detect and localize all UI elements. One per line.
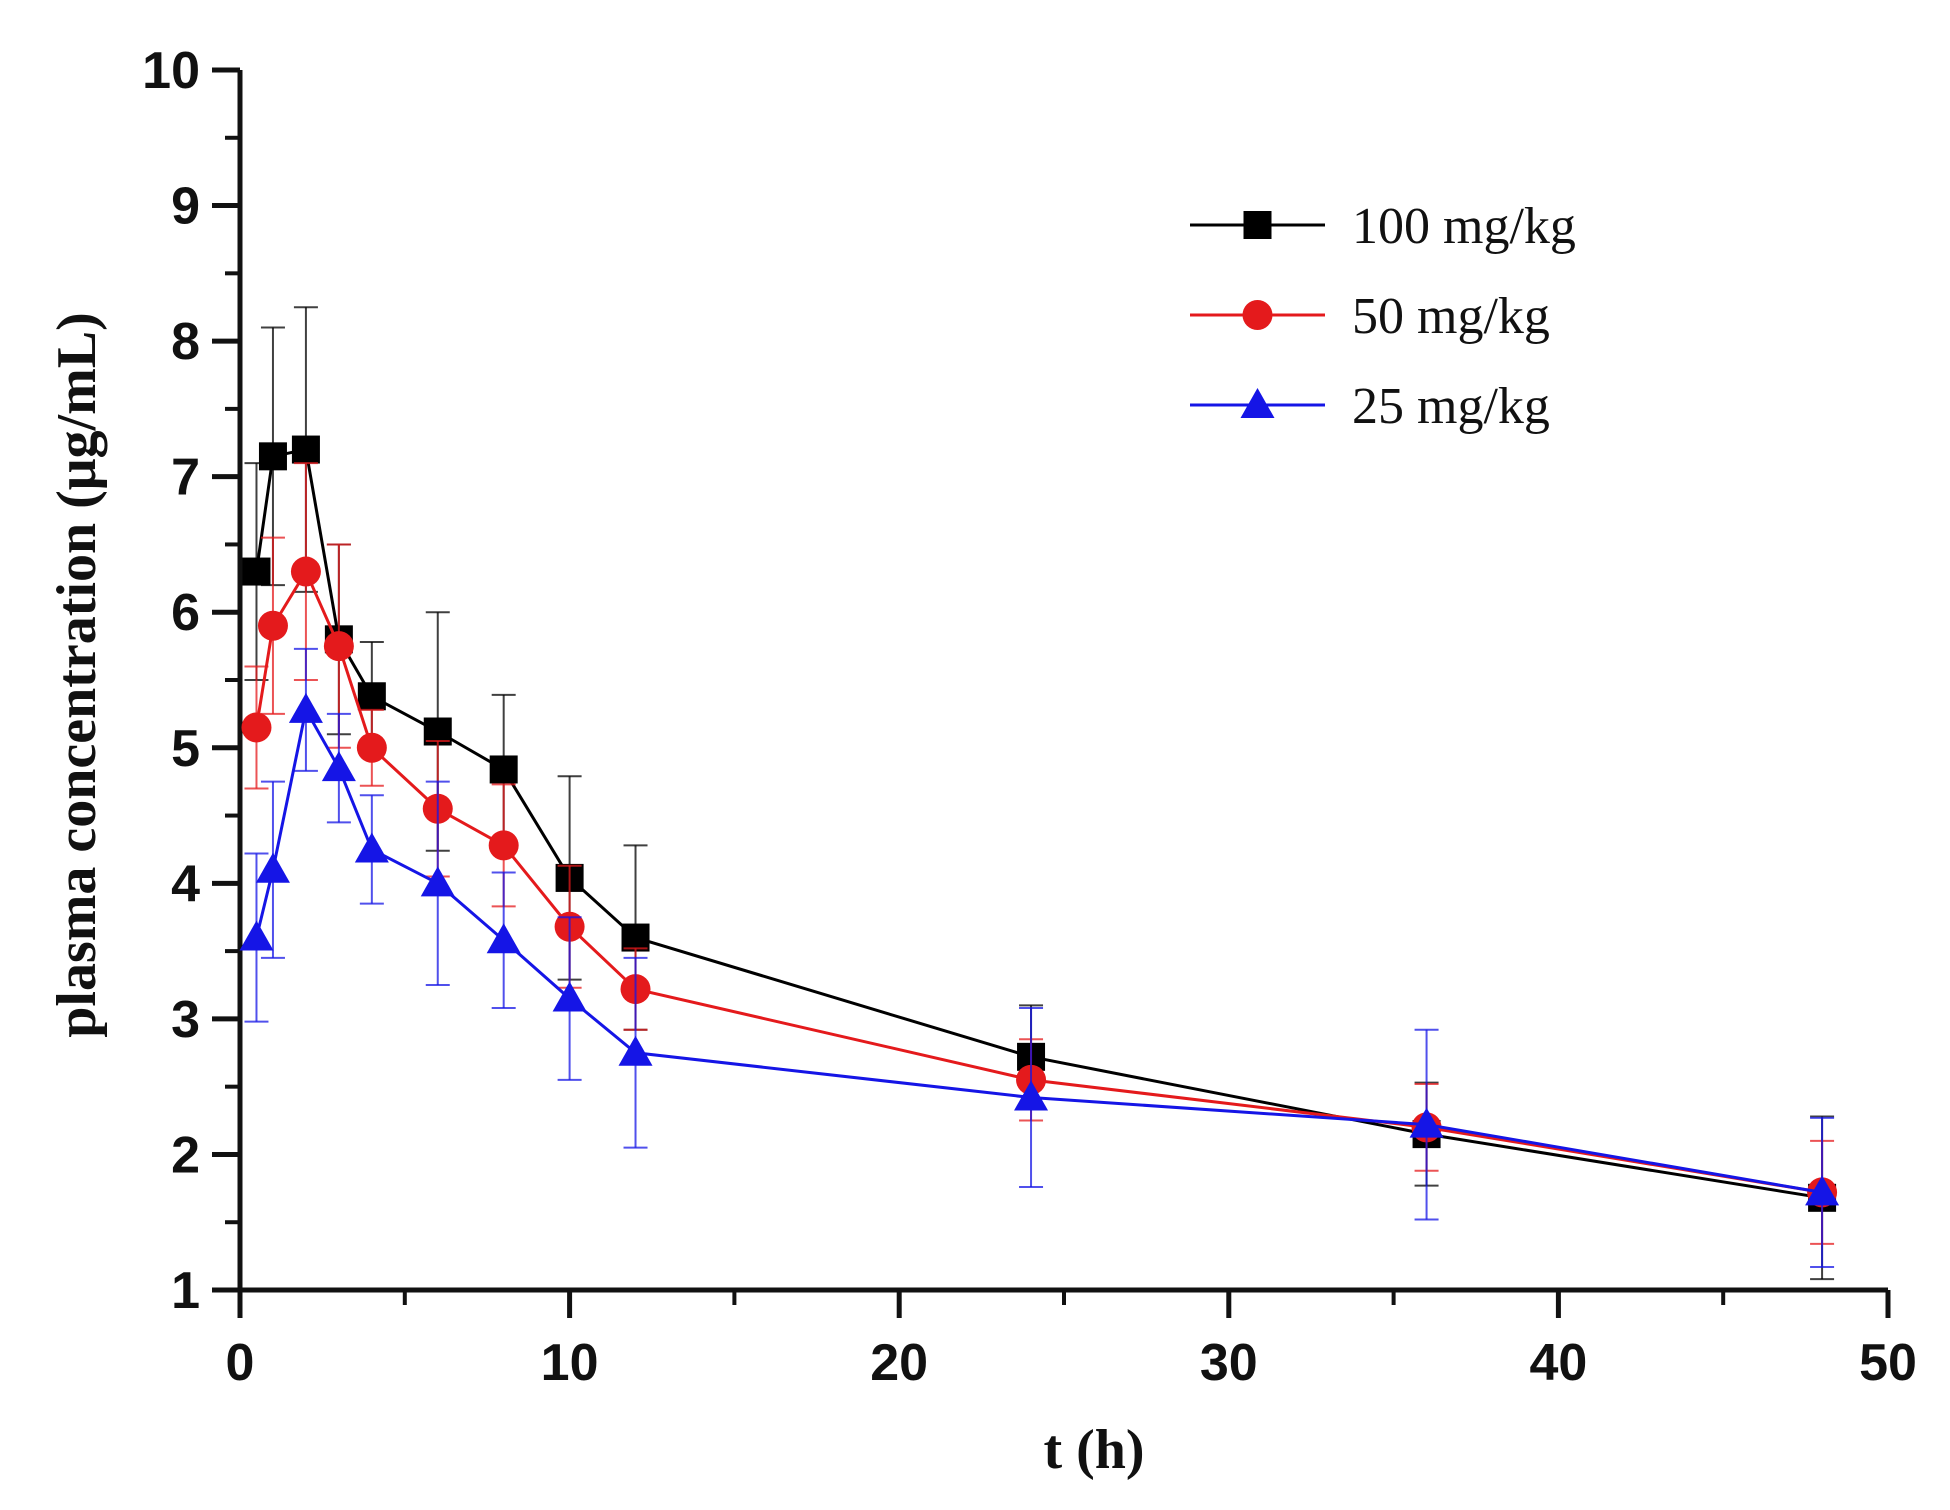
data-point-triangle	[288, 692, 323, 723]
y-tick-label: 10	[142, 42, 200, 100]
legend-label: 50 mg/kg	[1352, 288, 1550, 345]
data-point-circle	[241, 712, 272, 743]
x-tick-label: 0	[226, 1334, 255, 1392]
x-axis-title: t (h)	[1043, 1419, 1144, 1481]
series-25-mg-kg	[239, 647, 1840, 1268]
data-point-square	[291, 435, 320, 464]
series-50-mg-kg	[241, 462, 1838, 1245]
legend-item: 50 mg/kg	[1190, 288, 1550, 345]
data-point-triangle	[321, 751, 356, 782]
data-point-triangle	[420, 866, 455, 897]
legend-marker	[1242, 300, 1273, 330]
data-point-square	[357, 682, 386, 711]
data-point-triangle	[486, 923, 521, 954]
data-point-square	[489, 755, 518, 784]
data-point-triangle	[354, 832, 389, 863]
y-tick-label: 6	[171, 584, 200, 642]
data-point-triangle	[618, 1035, 653, 1066]
data-point-circle	[488, 830, 519, 861]
y-axis-title: plasma concentration (μg/mL)	[46, 312, 108, 1037]
data-point-circle	[290, 556, 321, 587]
data-point-circle	[356, 732, 387, 763]
axes: 1 2 3 4 5 6 7 8 9 10 0 10 20 30 40 50	[142, 42, 1917, 1392]
y-tick-label: 4	[171, 855, 200, 913]
series-layer	[239, 306, 1840, 1281]
data-point-square	[621, 923, 650, 952]
legend-label: 100 mg/kg	[1352, 198, 1576, 255]
x-tick-label: 30	[1200, 1334, 1258, 1392]
data-point-circle	[323, 631, 354, 662]
y-tick-label: 7	[171, 449, 200, 507]
y-tick-label: 5	[171, 720, 200, 778]
data-point-square	[242, 557, 271, 586]
series-line	[255, 705, 1823, 1194]
y-tick-label: 2	[171, 1126, 200, 1184]
y-tick-label: 9	[171, 178, 200, 236]
legend-label: 25 mg/kg	[1352, 378, 1550, 435]
data-point-triangle	[255, 852, 290, 883]
data-point-triangle	[1014, 1080, 1049, 1111]
data-point-square	[258, 442, 287, 471]
legend-item: 100 mg/kg	[1190, 198, 1576, 255]
legend-marker	[1243, 211, 1272, 239]
legend-marker	[1240, 388, 1275, 418]
y-tick-label: 8	[171, 313, 200, 371]
series-100-mg-kg	[242, 306, 1837, 1281]
legend-item: 25 mg/kg	[1190, 378, 1550, 435]
data-point-triangle	[239, 920, 274, 951]
y-tick-label: 1	[171, 1262, 200, 1320]
data-point-triangle	[1805, 1175, 1840, 1206]
data-point-circle	[257, 610, 288, 641]
x-tick-label: 20	[870, 1334, 928, 1392]
x-tick-label: 40	[1529, 1334, 1587, 1392]
x-tick-label: 50	[1859, 1334, 1917, 1392]
x-tick-label: 10	[541, 1334, 599, 1392]
legend: 100 mg/kg 50 mg/kg 25 mg/kg	[1190, 198, 1576, 435]
data-point-triangle	[1409, 1107, 1444, 1138]
data-point-triangle	[552, 981, 587, 1012]
y-tick-label: 3	[171, 991, 200, 1049]
